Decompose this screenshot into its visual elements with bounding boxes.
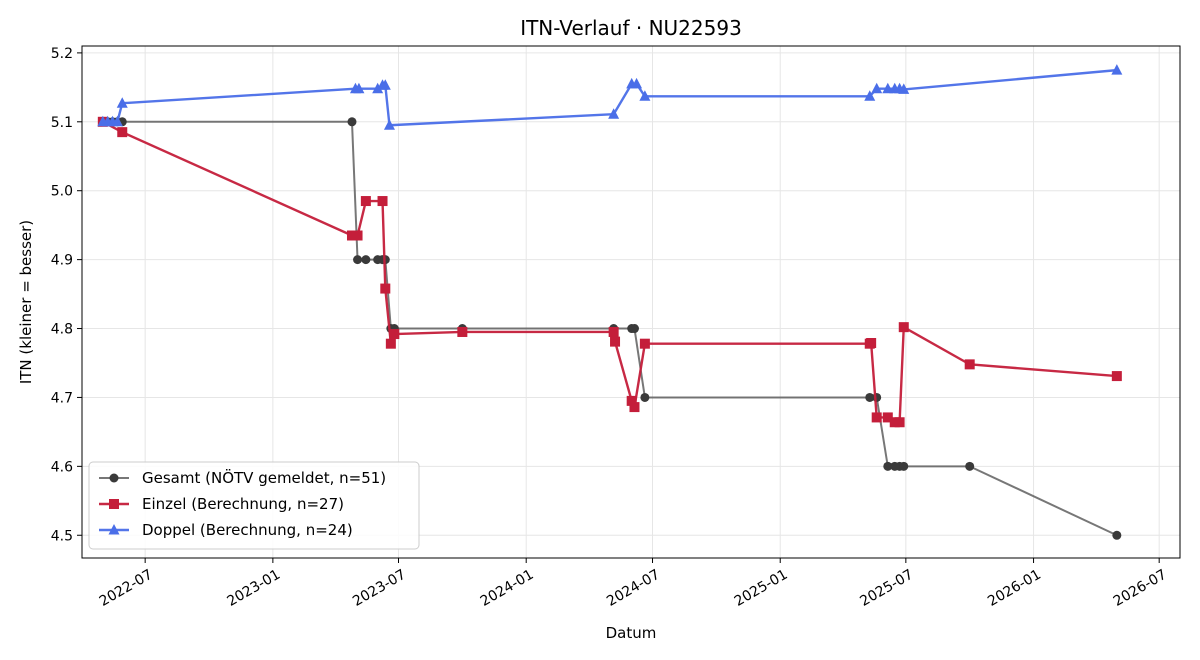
x-tick-label: 2023-01 [224, 567, 283, 610]
series-3 [97, 64, 1123, 130]
legend-entry: Gesamt (NÖTV gemeldet, n=51) [99, 468, 386, 487]
series-layer [97, 64, 1123, 540]
legend-marker [108, 524, 120, 535]
y-tick-label: 5.1 [51, 115, 73, 131]
y-tick-label: 5.2 [51, 46, 73, 62]
data-point [1112, 530, 1122, 540]
legend-box [88, 461, 420, 550]
data-point [361, 255, 371, 265]
data-point [111, 115, 123, 127]
legend-marker [109, 499, 119, 509]
data-point [117, 127, 128, 138]
data-point [379, 79, 391, 90]
series-line [102, 68, 1117, 127]
y-axis-label: ITN (kleiner = besser) [17, 220, 35, 384]
data-point [116, 97, 128, 108]
data-point [864, 90, 876, 101]
legend-entry: Doppel (Berechnung, n=24) [99, 521, 353, 539]
data-point [871, 82, 883, 94]
data-point [965, 461, 975, 471]
series-2 [97, 116, 1122, 428]
y-tick-label: 4.6 [51, 459, 73, 475]
legend-label: Einzel (Berechnung, n=27) [142, 495, 344, 513]
legend: Gesamt (NÖTV gemeldet, n=51) Einzel (Bere… [88, 461, 420, 550]
x-tick-label: 2025-01 [732, 567, 791, 610]
data-point [898, 322, 909, 333]
data-point [383, 119, 395, 130]
x-tick-label: 2026-01 [985, 567, 1044, 610]
legend-label: Gesamt (NÖTV gemeldet, n=51) [142, 468, 386, 487]
y-tick-label: 4.7 [51, 390, 73, 406]
data-point [352, 230, 363, 241]
data-point [626, 395, 637, 406]
data-point [377, 196, 388, 207]
data-point [964, 359, 975, 370]
data-point [372, 82, 384, 94]
plot-frame [81, 45, 1181, 559]
data-point [639, 90, 651, 101]
data-point [353, 82, 365, 94]
data-point [865, 392, 875, 402]
data-point [610, 336, 621, 347]
data-point [898, 83, 910, 94]
legend-label: Doppel (Berechnung, n=24) [142, 521, 353, 539]
x-tick-label: 2023-07 [350, 567, 409, 610]
data-point [872, 392, 882, 402]
x-axis-ticks: 2022-07 2023-01 2023-07 2024-01 2024-07 2025-… [97, 558, 1170, 610]
data-point [380, 283, 391, 294]
data-point [346, 230, 357, 241]
x-tick-label: 2026-07 [1111, 567, 1170, 610]
data-point [871, 412, 882, 423]
data-point [631, 77, 643, 89]
x-tick-label: 2024-07 [604, 567, 663, 610]
chart-title: ITN-Verlauf · NU22593 [520, 16, 742, 40]
data-point [894, 417, 905, 428]
data-point [883, 461, 893, 471]
legend-marker [109, 473, 119, 483]
y-tick-label: 5.0 [51, 184, 73, 200]
y-tick-label: 4.8 [51, 322, 73, 338]
data-point [353, 255, 363, 265]
data-point [882, 412, 893, 423]
data-point [866, 338, 877, 349]
data-point [899, 461, 909, 471]
x-tick-label: 2025-07 [857, 567, 916, 610]
data-point [639, 338, 650, 349]
data-point [608, 108, 620, 119]
legend-entry: Einzel (Berechnung, n=27) [99, 495, 344, 513]
data-point [1111, 371, 1122, 382]
data-point [385, 338, 396, 349]
y-tick-label: 4.5 [51, 528, 73, 544]
grid [82, 46, 1180, 558]
y-axis-ticks: 4.5 4.6 4.7 4.8 4.9 5.0 5.1 5.2 [51, 46, 82, 544]
data-point [1111, 64, 1123, 75]
data-point [882, 82, 894, 94]
data-point [389, 329, 400, 340]
data-point [347, 117, 357, 127]
y-tick-label: 4.9 [51, 253, 73, 269]
data-point [629, 324, 639, 334]
data-point [608, 326, 619, 337]
data-point [360, 196, 371, 207]
x-tick-label: 2024-01 [478, 567, 537, 610]
series-line [102, 120, 1117, 424]
data-point [629, 402, 640, 413]
x-axis-label: Datum [606, 624, 657, 642]
data-point [457, 326, 468, 337]
data-point [640, 392, 650, 402]
x-tick-label: 2022-07 [97, 567, 156, 610]
